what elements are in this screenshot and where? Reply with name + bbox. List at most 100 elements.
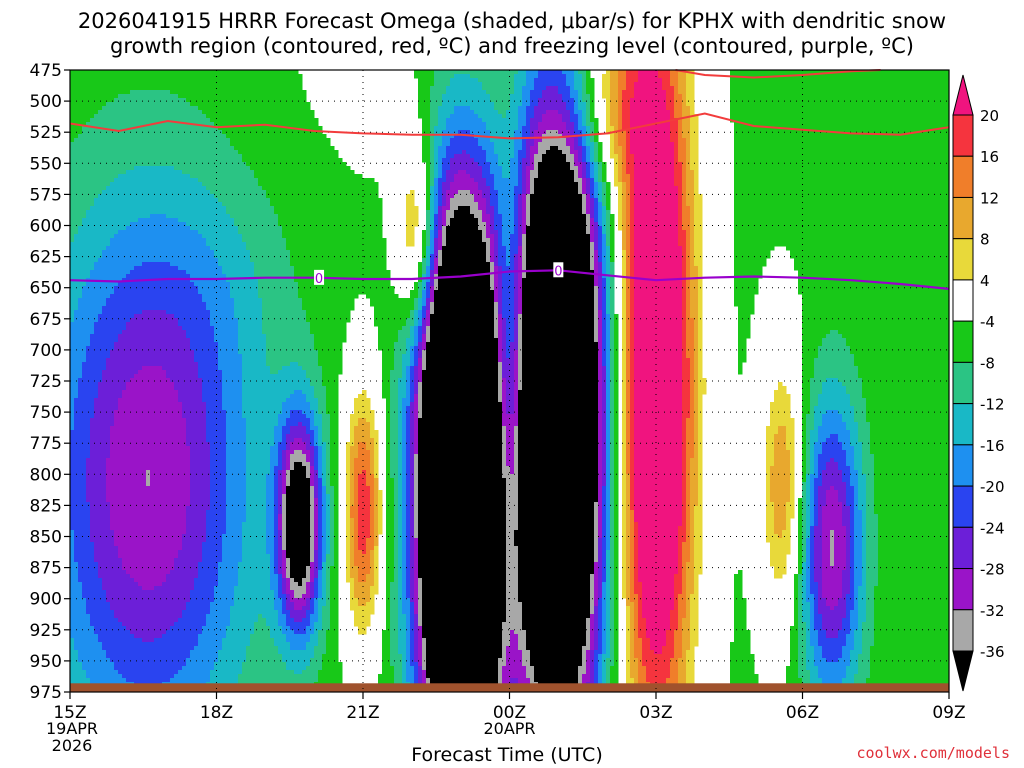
omega-cell — [582, 90, 587, 95]
omega-cell — [662, 74, 667, 79]
omega-cell — [678, 86, 683, 91]
omega-cell — [558, 86, 563, 91]
omega-cell — [170, 82, 175, 87]
omega-cell — [586, 74, 591, 79]
omega-cell — [126, 86, 131, 91]
omega-cell — [942, 86, 947, 91]
omega-cell — [102, 94, 107, 99]
omega-cell — [570, 102, 575, 107]
omega-cell — [550, 74, 555, 79]
omega-cell — [610, 90, 615, 95]
omega-cell — [506, 90, 511, 95]
omega-cell — [886, 90, 891, 95]
omega-cell — [162, 78, 167, 83]
omega-cell — [894, 70, 899, 75]
omega-cell — [90, 106, 95, 111]
omega-cell — [190, 102, 195, 107]
omega-cell — [566, 94, 571, 99]
omega-cell — [850, 82, 855, 87]
omega-cell — [882, 94, 887, 99]
omega-cell — [434, 74, 439, 79]
omega-cell — [630, 90, 635, 95]
omega-cell — [818, 90, 823, 95]
omega-cell — [174, 74, 179, 79]
omega-cell — [526, 102, 531, 107]
omega-cell — [230, 102, 235, 107]
omega-cell — [418, 86, 423, 91]
omega-cell — [830, 82, 835, 87]
omega-cell — [842, 102, 847, 107]
omega-cell — [282, 94, 287, 99]
omega-cell — [902, 90, 907, 95]
omega-cell — [458, 70, 463, 75]
omega-cell — [742, 90, 747, 95]
omega-cell — [682, 94, 687, 99]
omega-cell — [98, 70, 103, 75]
omega-cell — [790, 78, 795, 83]
omega-cell — [290, 78, 295, 83]
omega-cell — [458, 90, 463, 95]
omega-cell — [566, 90, 571, 95]
omega-cell — [82, 86, 87, 91]
omega-cell — [858, 98, 863, 103]
omega-cell — [526, 90, 531, 95]
omega-cell — [874, 78, 879, 83]
omega-cell — [526, 82, 531, 87]
omega-cell — [118, 106, 123, 111]
omega-cell — [582, 82, 587, 87]
omega-cell — [894, 102, 899, 107]
omega-cell — [666, 70, 671, 75]
omega-cell — [94, 82, 99, 87]
omega-cell — [750, 94, 755, 99]
omega-cell — [902, 102, 907, 107]
omega-cell — [546, 82, 551, 87]
omega-cell — [818, 82, 823, 87]
omega-cell — [106, 74, 111, 79]
omega-cell — [194, 102, 199, 107]
omega-cell — [890, 90, 895, 95]
omega-cell — [894, 82, 899, 87]
omega-cell — [666, 98, 671, 103]
omega-cell — [462, 74, 467, 79]
omega-cell — [306, 102, 311, 107]
omega-cell — [878, 90, 883, 95]
omega-cell — [614, 74, 619, 79]
omega-cell — [162, 86, 167, 91]
omega-cell — [918, 82, 923, 87]
omega-cell — [646, 78, 651, 83]
omega-cell — [210, 70, 215, 75]
omega-cell — [198, 106, 203, 111]
omega-cell — [774, 102, 779, 107]
omega-cell — [254, 78, 259, 83]
omega-cell — [918, 74, 923, 79]
omega-cell — [618, 94, 623, 99]
omega-cell — [186, 90, 191, 95]
omega-cell — [946, 70, 951, 75]
omega-cell — [286, 90, 291, 95]
omega-cell — [150, 102, 155, 107]
omega-cell — [946, 102, 951, 107]
omega-cell — [246, 70, 251, 75]
omega-cell — [818, 94, 823, 99]
omega-cell — [830, 98, 835, 103]
omega-cell — [570, 98, 575, 103]
omega-cell — [158, 90, 163, 95]
omega-cell — [126, 102, 131, 107]
omega-cell — [682, 86, 687, 91]
omega-cell — [634, 94, 639, 99]
omega-cell — [730, 102, 735, 107]
omega-cell — [82, 82, 87, 87]
omega-cell — [854, 90, 859, 95]
omega-cell — [502, 70, 507, 75]
omega-cell — [542, 86, 547, 91]
omega-cell — [518, 82, 523, 87]
omega-cell — [890, 82, 895, 87]
omega-cell — [658, 90, 663, 95]
omega-cell — [534, 102, 539, 107]
omega-cell — [162, 90, 167, 95]
omega-cell — [86, 94, 91, 99]
omega-cell — [142, 74, 147, 79]
omega-cell — [138, 78, 143, 83]
omega-cell — [534, 70, 539, 75]
omega-cell — [650, 70, 655, 75]
